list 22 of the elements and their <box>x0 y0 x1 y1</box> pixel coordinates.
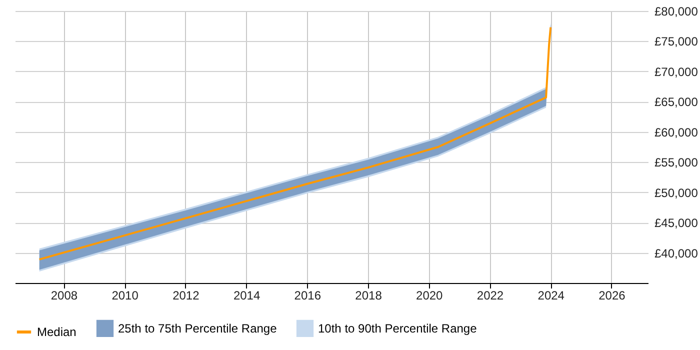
x-tick-label: 2020 <box>416 288 444 302</box>
legend-label: 10th to 90th Percentile Range <box>318 321 478 336</box>
x-tick-label: 2014 <box>233 288 260 302</box>
y-tick-label: £40,000 <box>654 246 698 260</box>
legend-label: 25th to 75th Percentile Range <box>118 321 278 336</box>
x-tick-label: 2012 <box>172 288 200 302</box>
y-tick-label: £65,000 <box>654 95 698 110</box>
x-tick-label: 2026 <box>598 288 626 302</box>
y-tick-label: £45,000 <box>654 216 698 230</box>
x-tick-label: 2018 <box>355 288 382 302</box>
x-tick-label: 2010 <box>112 288 139 302</box>
y-tick-label: £70,000 <box>654 64 698 79</box>
y-tick-label: £75,000 <box>654 34 698 49</box>
x-tick-label: 2008 <box>50 288 78 302</box>
y-tick-label: £60,000 <box>654 125 698 140</box>
y-tick-label: £50,000 <box>654 186 698 200</box>
legend-label: Median <box>37 325 76 339</box>
x-tick-label: 2024 <box>538 288 565 302</box>
y-tick-label: £55,000 <box>654 156 698 170</box>
y-tick-label: £80,000 <box>654 4 698 18</box>
x-tick-label: 2022 <box>476 288 504 302</box>
x-tick-label: 2016 <box>294 288 322 302</box>
